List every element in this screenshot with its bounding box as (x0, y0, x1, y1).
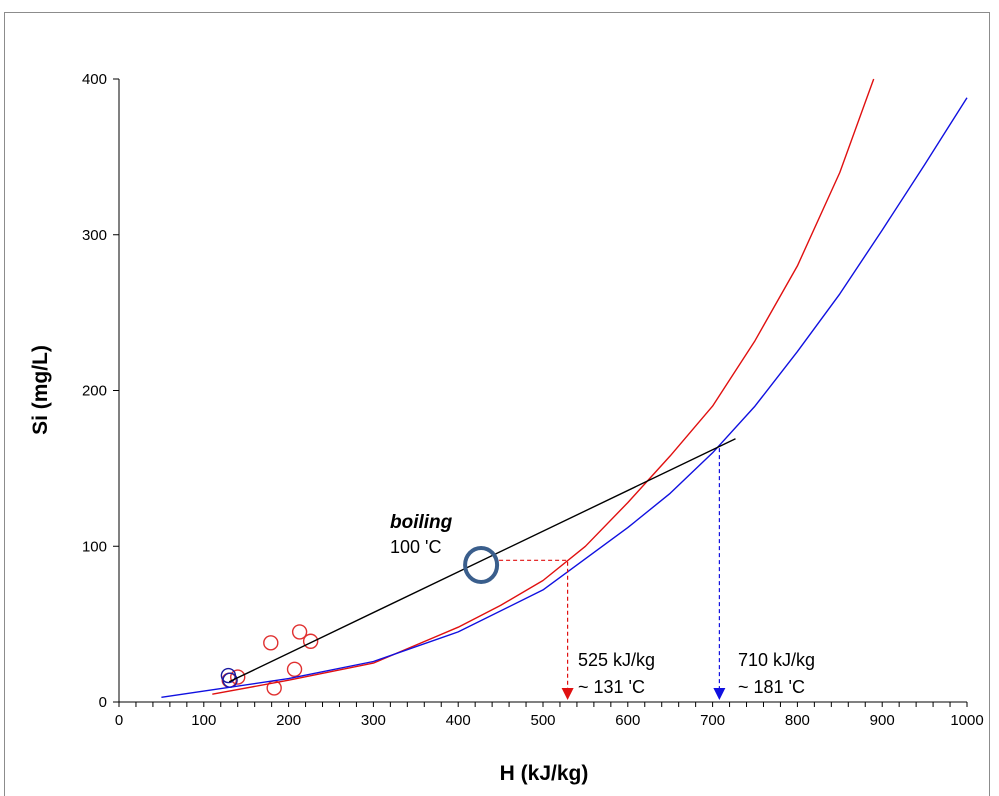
blue-drop-label-temp: ~ 181 'C (738, 677, 805, 697)
x-tick-label: 200 (276, 712, 301, 729)
y-tick-label: 300 (82, 227, 107, 244)
red-drop-label-energy: 525 kJ/kg (578, 650, 655, 670)
series-line-2 (212, 78, 875, 695)
boiling-temp: 100 'C (390, 537, 441, 557)
data-point (222, 672, 238, 688)
y-tick-label: 0 (99, 694, 107, 711)
data-point (286, 661, 303, 677)
x-tick-label: 500 (530, 712, 555, 729)
red-drop-line (499, 559, 574, 700)
data-point (230, 669, 246, 685)
x-ticks: 0 100 200 300 400 500 600 700 800 900 1000 (115, 702, 984, 729)
y-tick-label: 100 (82, 538, 107, 555)
x-tick-label: 400 (446, 712, 471, 729)
x-tick-label: 300 (361, 712, 386, 729)
x-tick-label: 700 (700, 712, 725, 729)
x-tick-label: 1000 (950, 712, 983, 729)
y-tick-label: 200 (82, 383, 107, 400)
x-tick-label: 900 (870, 712, 895, 729)
y-axis-title: Si (mg/L) (29, 345, 52, 435)
y-tick-label: 400 (82, 71, 107, 88)
axes: 0 100 200 300 400 0 100 200 300 400 500 600 700 800 9… (82, 71, 984, 729)
x-tick-label: 100 (191, 712, 216, 729)
blue-drop-label-energy: 710 kJ/kg (738, 650, 815, 670)
y-ticks: 0 100 200 300 400 (82, 71, 119, 711)
series-line-3 (161, 97, 968, 698)
chart-frame (4, 12, 990, 796)
boiling-label: boiling (390, 512, 453, 533)
annotations: boiling 100 'C 525 kJ/kg ~ 131 'C 710 kJ… (390, 448, 815, 700)
data-point (291, 624, 308, 640)
series-layer (161, 78, 968, 698)
x-tick-label: 0 (115, 712, 123, 729)
red-drop-label-temp: ~ 131 'C (578, 677, 645, 697)
x-tick-label: 800 (785, 712, 810, 729)
data-point (302, 633, 319, 649)
series-line-4 (228, 438, 736, 683)
data-point (263, 635, 279, 651)
x-axis-title: H (kJ/kg) (500, 762, 589, 785)
x-tick-label: 600 (615, 712, 640, 729)
boiling-marker (463, 545, 500, 584)
